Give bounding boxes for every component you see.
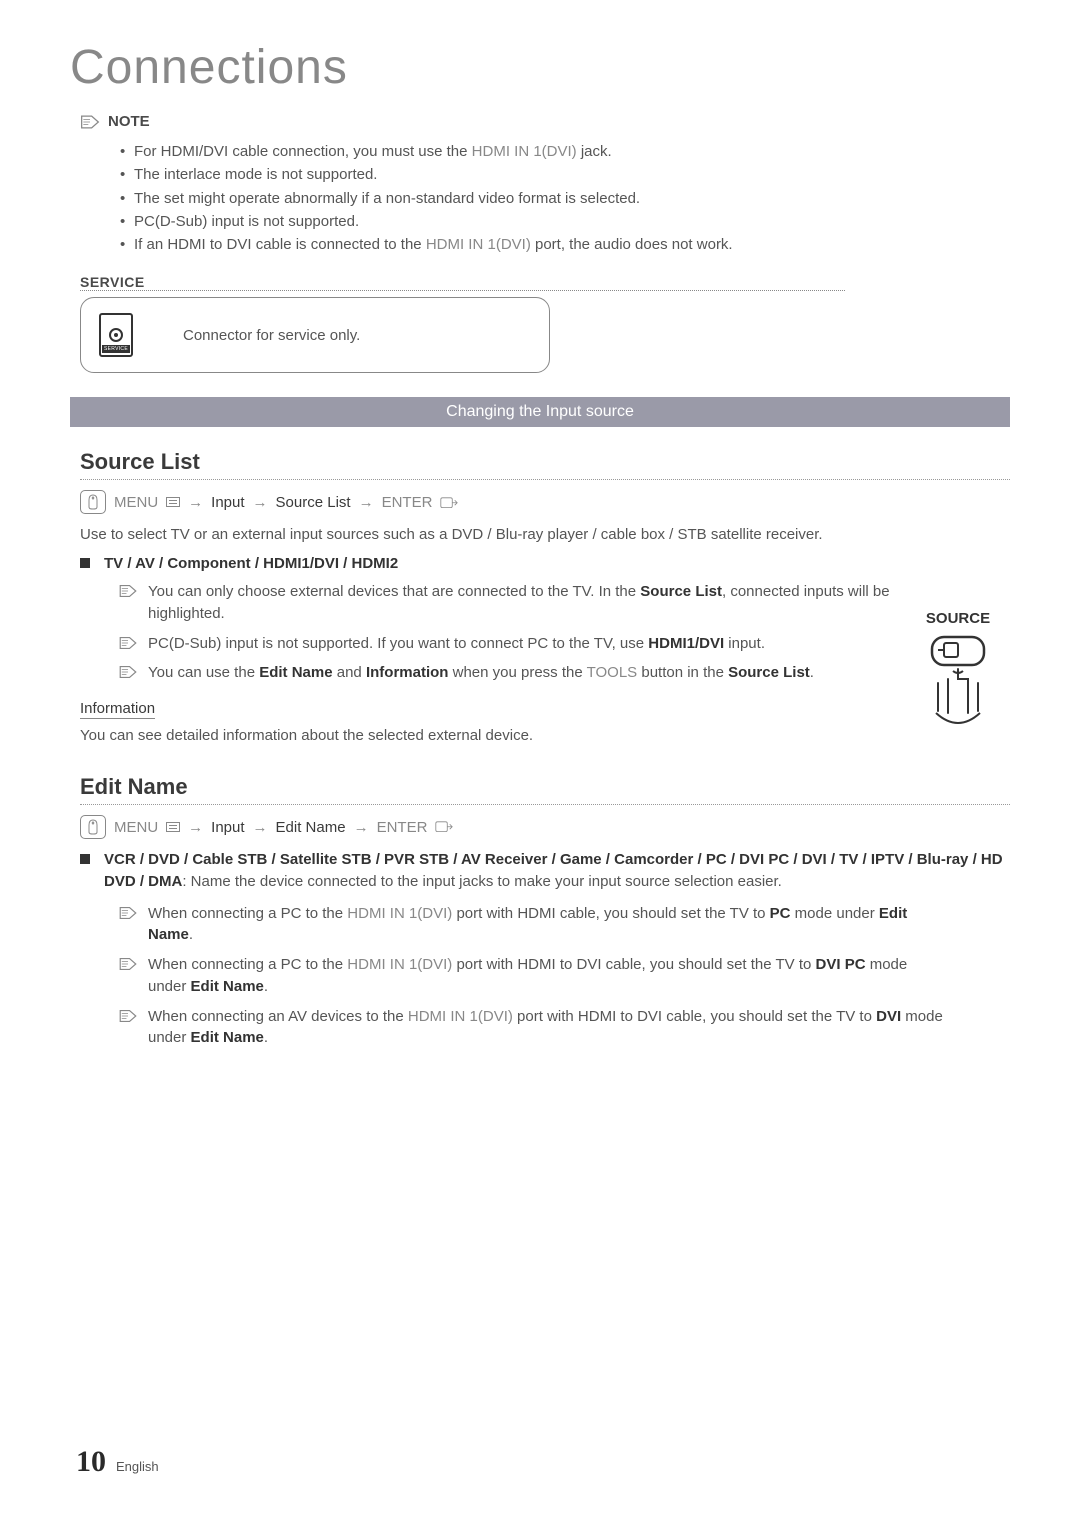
note-item: The interlace mode is not supported. <box>120 163 1010 186</box>
tip-icon <box>118 906 138 920</box>
tip-item: You can use the Edit Name and Informatio… <box>118 662 948 684</box>
source-label: SOURCE <box>908 610 1008 627</box>
tip-item: When connecting a PC to the HDMI IN 1(DV… <box>118 903 948 947</box>
tip-item: When connecting a PC to the HDMI IN 1(DV… <box>118 954 948 998</box>
note-header: NOTE <box>80 113 1010 130</box>
edit-name-heading: Edit Name <box>80 774 1010 800</box>
source-tips: You can only choose external devices tha… <box>118 581 1010 684</box>
square-bullet-icon <box>80 558 90 568</box>
tip-icon <box>118 584 138 598</box>
source-list-heading: Source List <box>80 449 1010 475</box>
menu-icon <box>166 497 180 507</box>
service-box: SERVICE Connector for service only. <box>80 297 550 373</box>
page-title: Connections <box>70 40 1010 95</box>
page-number: 10 <box>76 1445 106 1479</box>
page-language: English <box>116 1459 159 1474</box>
note-item: The set might operate abnormally if a no… <box>120 187 1010 210</box>
service-heading: SERVICE <box>80 274 845 291</box>
source-button-diagram: SOURCE <box>908 610 1008 748</box>
tip-icon <box>118 1009 138 1023</box>
information-text: You can see detailed information about t… <box>80 725 900 746</box>
service-port-icon: SERVICE <box>99 313 133 357</box>
note-item: For HDMI/DVI cable connection, you must … <box>120 140 1010 163</box>
enter-icon <box>435 821 453 832</box>
menu-icon <box>166 822 180 832</box>
note-list: For HDMI/DVI cable connection, you must … <box>120 140 1010 256</box>
remote-icon <box>80 815 106 839</box>
rule <box>80 479 1010 480</box>
note-icon <box>80 114 100 130</box>
service-text: Connector for service only. <box>183 327 360 344</box>
tip-item: When connecting an AV devices to the HDM… <box>118 1006 948 1050</box>
source-intro: Use to select TV or an external input so… <box>80 524 900 545</box>
note-label: NOTE <box>108 113 150 130</box>
tip-item: You can only choose external devices tha… <box>118 581 948 625</box>
menu-path-source: MENU → Input → Source List → ENTER <box>80 490 1010 514</box>
note-item: PC(D-Sub) input is not supported. <box>120 210 1010 233</box>
square-bullet-icon <box>80 854 90 864</box>
tip-icon <box>118 665 138 679</box>
tip-icon <box>118 957 138 971</box>
tip-item: PC(D-Sub) input is not supported. If you… <box>118 633 948 655</box>
edit-name-options: VCR / DVD / Cable STB / Satellite STB / … <box>80 849 1010 893</box>
edit-name-tips: When connecting a PC to the HDMI IN 1(DV… <box>118 903 1010 1050</box>
section-bar: Changing the Input source <box>70 397 1010 427</box>
remote-icon <box>80 490 106 514</box>
enter-icon <box>440 497 458 508</box>
tip-icon <box>118 636 138 650</box>
rule <box>80 804 1010 805</box>
information-heading: Information <box>80 700 155 719</box>
page-footer: 10 English <box>76 1445 159 1479</box>
source-options: TV / AV / Component / HDMI1/DVI / HDMI2 <box>80 553 1010 575</box>
note-item: If an HDMI to DVI cable is connected to … <box>120 233 1010 256</box>
menu-path-editname: MENU → Input → Edit Name → ENTER <box>80 815 1010 839</box>
